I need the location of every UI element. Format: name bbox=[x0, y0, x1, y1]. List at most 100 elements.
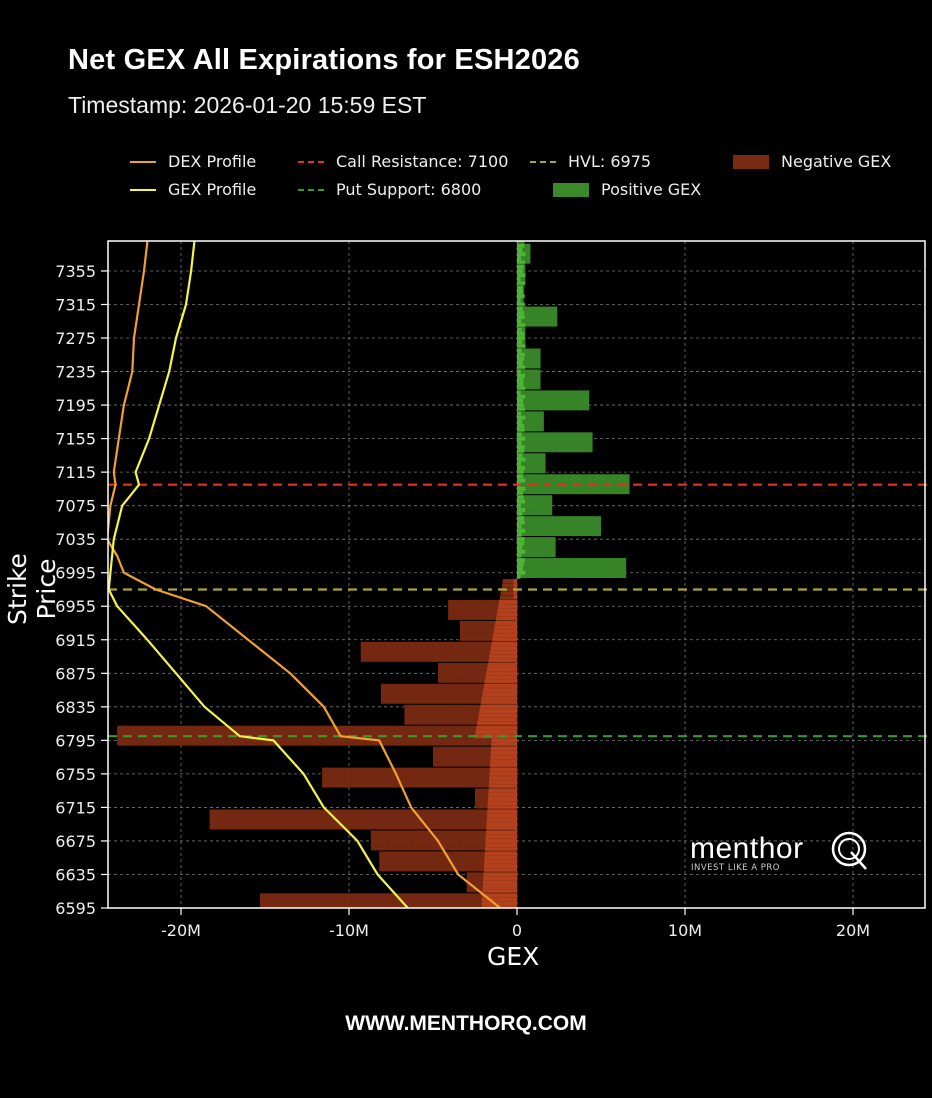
positive-gex-sliver bbox=[517, 256, 522, 261]
positive-gex-sliver bbox=[517, 486, 526, 491]
positive-gex-sliver bbox=[517, 241, 525, 244]
negative-gex-sliver bbox=[487, 809, 517, 814]
negative-gex-sliver bbox=[475, 729, 517, 734]
positive-gex-sliver bbox=[517, 248, 523, 253]
positive-gex-sliver bbox=[517, 394, 526, 399]
negative-gex-sliver bbox=[485, 675, 517, 680]
negative-gex-sliver bbox=[486, 830, 517, 835]
negative-gex-sliver bbox=[502, 583, 517, 588]
negative-gex-sliver bbox=[493, 629, 517, 634]
negative-gex-sliver bbox=[484, 847, 517, 852]
legend-positive-gex: Positive GEX bbox=[553, 180, 701, 199]
negative-gex-sliver bbox=[483, 688, 517, 693]
menthorq-logo: menthor INVEST LIKE A PRO bbox=[690, 831, 890, 877]
negative-gex-sliver bbox=[482, 692, 517, 697]
dex-profile-line bbox=[108, 241, 501, 908]
positive-gex-sliver bbox=[517, 315, 525, 320]
positive-gex-sliver bbox=[517, 277, 521, 282]
positive-gex-sliver bbox=[517, 444, 525, 449]
legend-call-resistance: Call Resistance: 7100 bbox=[298, 152, 508, 171]
positive-gex-sliver bbox=[517, 298, 521, 303]
negative-gex-sliver bbox=[500, 591, 517, 596]
positive-gex-sliver bbox=[517, 382, 524, 387]
positive-gex-sliver bbox=[517, 348, 522, 353]
negative-gex-sliver bbox=[491, 746, 517, 751]
positive-gex-sliver bbox=[517, 407, 525, 412]
positive-gex-sliver bbox=[517, 289, 524, 294]
y-tick-label: 7075 bbox=[55, 497, 96, 516]
negative-gex-sliver bbox=[483, 868, 517, 873]
hvl-swatch-icon bbox=[530, 160, 556, 163]
negative-gex-sliver bbox=[488, 797, 517, 802]
y-tick-label: 6955 bbox=[55, 597, 96, 616]
call-resistance-swatch-icon bbox=[298, 160, 324, 163]
positive-gex-sliver bbox=[517, 302, 526, 307]
negative-gex-sliver bbox=[488, 658, 517, 663]
profile-lines bbox=[108, 241, 501, 908]
negative-gex-sliver bbox=[483, 876, 517, 881]
negative-gex-bar bbox=[322, 767, 517, 788]
negative-gex-sliver bbox=[481, 696, 517, 701]
positive-gex-sliver bbox=[517, 403, 524, 408]
positive-gex-sliver bbox=[517, 331, 525, 336]
positive-gex-sliver bbox=[517, 474, 524, 479]
positive-gex-sliver bbox=[517, 264, 524, 269]
legend-hvl-label: HVL: 6975 bbox=[568, 152, 652, 171]
legend-call-resistance-label: Call Resistance: 7100 bbox=[336, 152, 509, 171]
positive-gex-sliver bbox=[517, 570, 526, 575]
legend-hvl: HVL: 6975 bbox=[530, 152, 651, 171]
positive-gex-sliver bbox=[517, 344, 526, 349]
positive-gex-sliver bbox=[517, 432, 522, 437]
negative-gex-bar bbox=[209, 809, 517, 830]
positive-gex-bar bbox=[517, 495, 553, 516]
negative-gex-sliver bbox=[476, 725, 517, 730]
negative-gex-sliver bbox=[480, 704, 517, 709]
negative-gex-sliver bbox=[489, 771, 517, 776]
put-support-swatch-icon bbox=[298, 188, 324, 191]
y-tick-label: 6755 bbox=[55, 765, 96, 784]
positive-gex-sliver bbox=[517, 428, 525, 433]
positive-gex-sliver bbox=[517, 495, 524, 500]
positive-gex-sliver bbox=[517, 512, 523, 517]
positive-gex-sliver bbox=[517, 440, 522, 445]
positive-gex-sliver bbox=[517, 457, 526, 462]
legend-positive-gex-label: Positive GEX bbox=[601, 180, 702, 199]
negative-gex-bar bbox=[259, 893, 517, 908]
legend-negative-gex: Negative GEX bbox=[733, 152, 891, 171]
positive-gex-sliver bbox=[517, 281, 526, 286]
negative-gex-sliver bbox=[485, 834, 517, 839]
positive-gex-sliver bbox=[517, 306, 523, 311]
x-tick-label: -20M bbox=[161, 921, 201, 940]
legend-gex-profile: GEX Profile bbox=[130, 180, 256, 199]
chart-legend: DEX Profile GEX Profile Call Resistance:… bbox=[0, 0, 932, 220]
positive-gex-sliver bbox=[517, 507, 526, 512]
negative-gex-sliver bbox=[484, 859, 517, 864]
y-tick-label: 6915 bbox=[55, 631, 96, 650]
y-tick-label: 7315 bbox=[55, 295, 96, 314]
legend-gex-label: GEX Profile bbox=[168, 180, 257, 199]
negative-gex-sliver bbox=[497, 608, 517, 613]
positive-gex-sliver bbox=[517, 520, 525, 525]
negative-gex-sliver bbox=[487, 662, 517, 667]
positive-gex-sliver bbox=[517, 436, 526, 441]
positive-gex-sliver bbox=[517, 461, 522, 466]
positive-gex-sliver bbox=[517, 453, 523, 458]
negative-gex-bar bbox=[370, 830, 517, 851]
x-tick-label: -10M bbox=[329, 921, 369, 940]
y-tick-label: 7035 bbox=[55, 530, 96, 549]
y-tick-label: 7235 bbox=[55, 363, 96, 382]
positive-gex-sliver bbox=[517, 268, 523, 273]
negative-gex-sliver bbox=[495, 621, 517, 626]
negative-gex-sliver bbox=[484, 679, 517, 684]
positive-gex-sliver bbox=[517, 373, 526, 378]
y-tick-label: 6875 bbox=[55, 664, 96, 683]
y-tick-label: 6715 bbox=[55, 798, 96, 817]
footer-url: WWW.MENTHORQ.COM bbox=[345, 1012, 587, 1035]
positive-gex-sliver bbox=[517, 273, 526, 278]
positive-gex-sliver bbox=[517, 478, 526, 483]
positive-gex-swatch-icon bbox=[553, 182, 589, 197]
logo-wordmark: menthor bbox=[690, 832, 804, 865]
axis-ticks: 7355 7315 7275 7235 7195 7155 7115 7075 7035 6995… bbox=[55, 262, 870, 940]
x-tick-label: 10M bbox=[668, 921, 702, 940]
positive-gex-sliver bbox=[517, 356, 524, 361]
